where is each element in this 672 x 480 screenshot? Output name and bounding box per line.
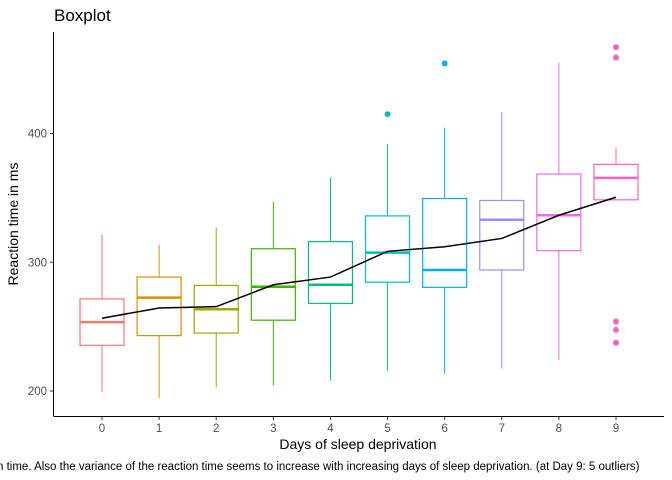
x-axis-title: Days of sleep deprivation bbox=[279, 436, 436, 452]
x-tick-label: 6 bbox=[441, 423, 447, 435]
box-day-7 bbox=[479, 112, 525, 369]
box-day-3 bbox=[250, 201, 296, 386]
box-day-2 bbox=[193, 227, 239, 388]
x-tick-label: 3 bbox=[270, 423, 276, 435]
outlier-point bbox=[612, 44, 619, 51]
outlier-point bbox=[612, 339, 619, 346]
mean-line bbox=[101, 196, 617, 319]
outlier-point bbox=[612, 318, 619, 325]
box-iqr bbox=[422, 197, 468, 288]
box-day-4 bbox=[307, 177, 354, 381]
axes: 200 300 400 0 1 2 3 4 5 6 7 8 9 bbox=[28, 129, 619, 436]
box-day-0 bbox=[79, 234, 125, 392]
box-iqr bbox=[136, 276, 182, 337]
x-tick-label: 7 bbox=[499, 423, 505, 435]
outlier-point bbox=[441, 60, 448, 67]
x-tick-label: 1 bbox=[156, 423, 162, 435]
box-day-9 bbox=[593, 44, 639, 346]
outlier-point bbox=[384, 111, 391, 118]
box-day-1 bbox=[136, 244, 182, 399]
x-tick-label: 0 bbox=[99, 423, 105, 435]
y-tick-label: 300 bbox=[28, 257, 47, 269]
box-day-5 bbox=[364, 111, 411, 372]
x-tick-label: 5 bbox=[384, 423, 390, 435]
box-iqr bbox=[479, 199, 525, 271]
x-tick-label: 2 bbox=[213, 423, 219, 435]
box-iqr bbox=[593, 163, 639, 201]
chart-title: Boxplot bbox=[54, 6, 111, 25]
x-tick-label: 9 bbox=[613, 423, 619, 435]
box-iqr bbox=[307, 241, 354, 305]
x-tick-label: 4 bbox=[327, 423, 334, 435]
box-iqr bbox=[536, 173, 582, 252]
outlier-point bbox=[612, 54, 619, 61]
box-day-8 bbox=[536, 62, 582, 361]
plot-area bbox=[79, 44, 639, 399]
x-tick-label: 8 bbox=[556, 423, 562, 435]
y-tick-label: 200 bbox=[28, 386, 47, 398]
box-iqr bbox=[364, 215, 411, 283]
y-tick-label: 400 bbox=[28, 129, 47, 141]
chart-caption: n time. Also the variance of the reactio… bbox=[0, 461, 640, 473]
y-axis-title: Reaction time in ms bbox=[5, 163, 21, 286]
outlier-point bbox=[612, 326, 619, 333]
box-day-6 bbox=[422, 60, 468, 374]
